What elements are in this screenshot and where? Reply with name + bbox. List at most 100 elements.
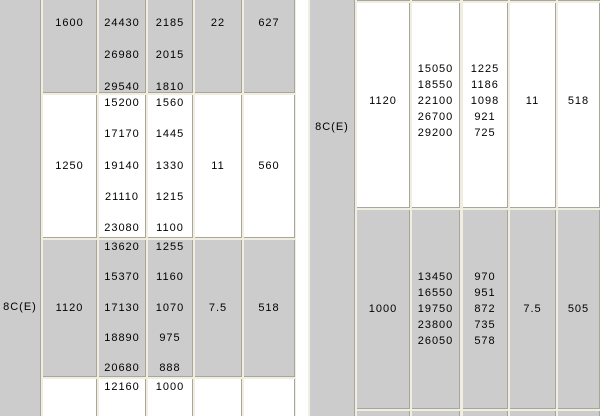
load-value: 26050 [417, 335, 454, 347]
speed-cell: 7.5 [510, 210, 556, 409]
mass-cell [558, 411, 600, 416]
right-speed-column: 11 7.5 [510, 0, 556, 416]
load-values-cell: 13450 16550 19750 23800 26050 [412, 210, 460, 409]
right-table: 8C(E) 1120 1000 15050 18550 22100 26700 … [308, 0, 600, 416]
load-value: 15370 [104, 271, 140, 284]
load-value: 15200 [104, 97, 140, 109]
load-value: 29200 [417, 127, 454, 139]
rating-value: 2015 [155, 49, 185, 61]
load-value: 22100 [417, 95, 454, 107]
speed-cell [195, 379, 242, 416]
rating-values-cell: 1000 [148, 379, 193, 416]
speed-cell: 11 [195, 95, 242, 238]
rating-value: 735 [474, 319, 496, 331]
rating-value: 1255 [155, 241, 185, 253]
speed-cell [510, 411, 556, 416]
load-value: 19750 [417, 303, 454, 315]
rating-value: 975 [159, 331, 181, 344]
rating-value: 921 [474, 111, 496, 123]
rating-value: 872 [474, 303, 496, 315]
cut-row-border [412, 0, 460, 1]
load-values-cell [412, 411, 460, 416]
load-value: 26980 [104, 49, 140, 61]
mass-cell: 560 [244, 95, 295, 238]
rating-value: 1186 [471, 79, 499, 91]
load-values-cell: 12160 [99, 379, 146, 416]
rating-values-cell: 1255 1160 1070 975 888 [148, 240, 193, 377]
load-value: 17170 [104, 128, 140, 141]
left-table: 8C(E) 1600 1250 1120 24430 26980 29540 1… [0, 0, 296, 416]
size-cell: 1120 [357, 3, 410, 208]
left-model-column: 8C(E) [0, 0, 41, 416]
load-values-cell: 15050 18550 22100 26700 29200 [412, 3, 460, 208]
cut-row-border [558, 0, 600, 1]
rating-values-cell [463, 411, 508, 416]
speed-cell: 11 [510, 3, 556, 208]
mass-cell: 518 [244, 240, 295, 377]
left-size-column: 1600 1250 1120 [43, 0, 97, 416]
rating-value: 1810 [155, 81, 185, 93]
load-value: 23080 [104, 222, 140, 234]
rating-value: 1100 [156, 222, 184, 234]
load-values-cell: 24430 26980 29540 [99, 0, 146, 93]
rating-values-cell: 1225 1186 1098 921 725 [463, 3, 508, 208]
load-values-cell: 13620 15370 17130 18890 20680 [99, 240, 146, 377]
speed-cell: 22 [195, 0, 242, 93]
rating-values-cell: 1560 1445 1330 1215 1100 [148, 95, 193, 238]
cut-row-border [463, 0, 508, 1]
load-value: 12160 [104, 381, 140, 393]
load-value: 16550 [417, 287, 454, 299]
right-rating-column: 1225 1186 1098 921 725 970 951 872 735 5… [463, 0, 508, 416]
rating-value: 951 [474, 287, 496, 299]
load-value: 20680 [104, 362, 140, 374]
rating-value: 970 [474, 271, 496, 283]
rating-value: 888 [159, 362, 181, 374]
left-model-cell: 8C(E) [0, 0, 41, 416]
size-cell: 1120 [43, 240, 97, 377]
left-load-column: 24430 26980 29540 15200 17170 19140 2111… [99, 0, 146, 416]
mass-cell: 627 [244, 0, 295, 93]
cut-row-border [510, 0, 556, 1]
right-mass-column: 518 505 [558, 0, 600, 416]
size-cell: 1000 [357, 210, 410, 409]
speed-cell: 7.5 [195, 240, 242, 377]
mass-cell: 505 [558, 210, 600, 409]
rating-values-cell: 970 951 872 735 578 [463, 210, 508, 409]
size-cell [357, 411, 410, 416]
rating-value: 1330 [155, 159, 185, 172]
load-value: 18890 [104, 331, 140, 344]
rating-value: 1000 [155, 381, 185, 393]
load-value: 24430 [104, 17, 140, 29]
left-rating-column: 2185 2015 1810 1560 1445 1330 1215 1100 … [148, 0, 193, 416]
rating-values-cell: 2185 2015 1810 [148, 0, 193, 93]
rating-value: 1160 [156, 271, 184, 284]
load-value: 18550 [417, 79, 454, 91]
size-cell: 1600 [43, 0, 97, 93]
load-values-cell: 15200 17170 19140 21110 23080 [99, 95, 146, 238]
size-cell [43, 379, 97, 416]
rating-value: 1070 [155, 301, 185, 314]
rating-value: 725 [474, 127, 496, 139]
load-value: 26700 [417, 111, 454, 123]
size-cell: 1250 [43, 95, 97, 238]
rating-value: 1098 [470, 95, 500, 107]
load-value: 13620 [104, 241, 140, 253]
rating-value: 2185 [155, 17, 185, 29]
mass-cell: 518 [558, 3, 600, 208]
load-value: 21110 [105, 190, 139, 203]
rating-value: 1225 [470, 63, 500, 75]
mass-cell [244, 379, 295, 416]
rating-value: 1560 [155, 97, 185, 109]
left-mass-column: 627 560 518 [244, 0, 295, 416]
load-value: 15050 [417, 63, 454, 75]
load-value: 13450 [417, 271, 454, 283]
left-model-label: 8C(E) [3, 301, 37, 313]
rating-value: 578 [474, 335, 496, 347]
rating-value: 1445 [155, 128, 185, 141]
right-model-column: 8C(E) [310, 0, 355, 416]
load-value: 29540 [104, 81, 140, 93]
load-value: 17130 [104, 301, 140, 314]
right-size-column: 1120 1000 [357, 0, 410, 416]
left-speed-column: 22 11 7.5 [195, 0, 242, 416]
